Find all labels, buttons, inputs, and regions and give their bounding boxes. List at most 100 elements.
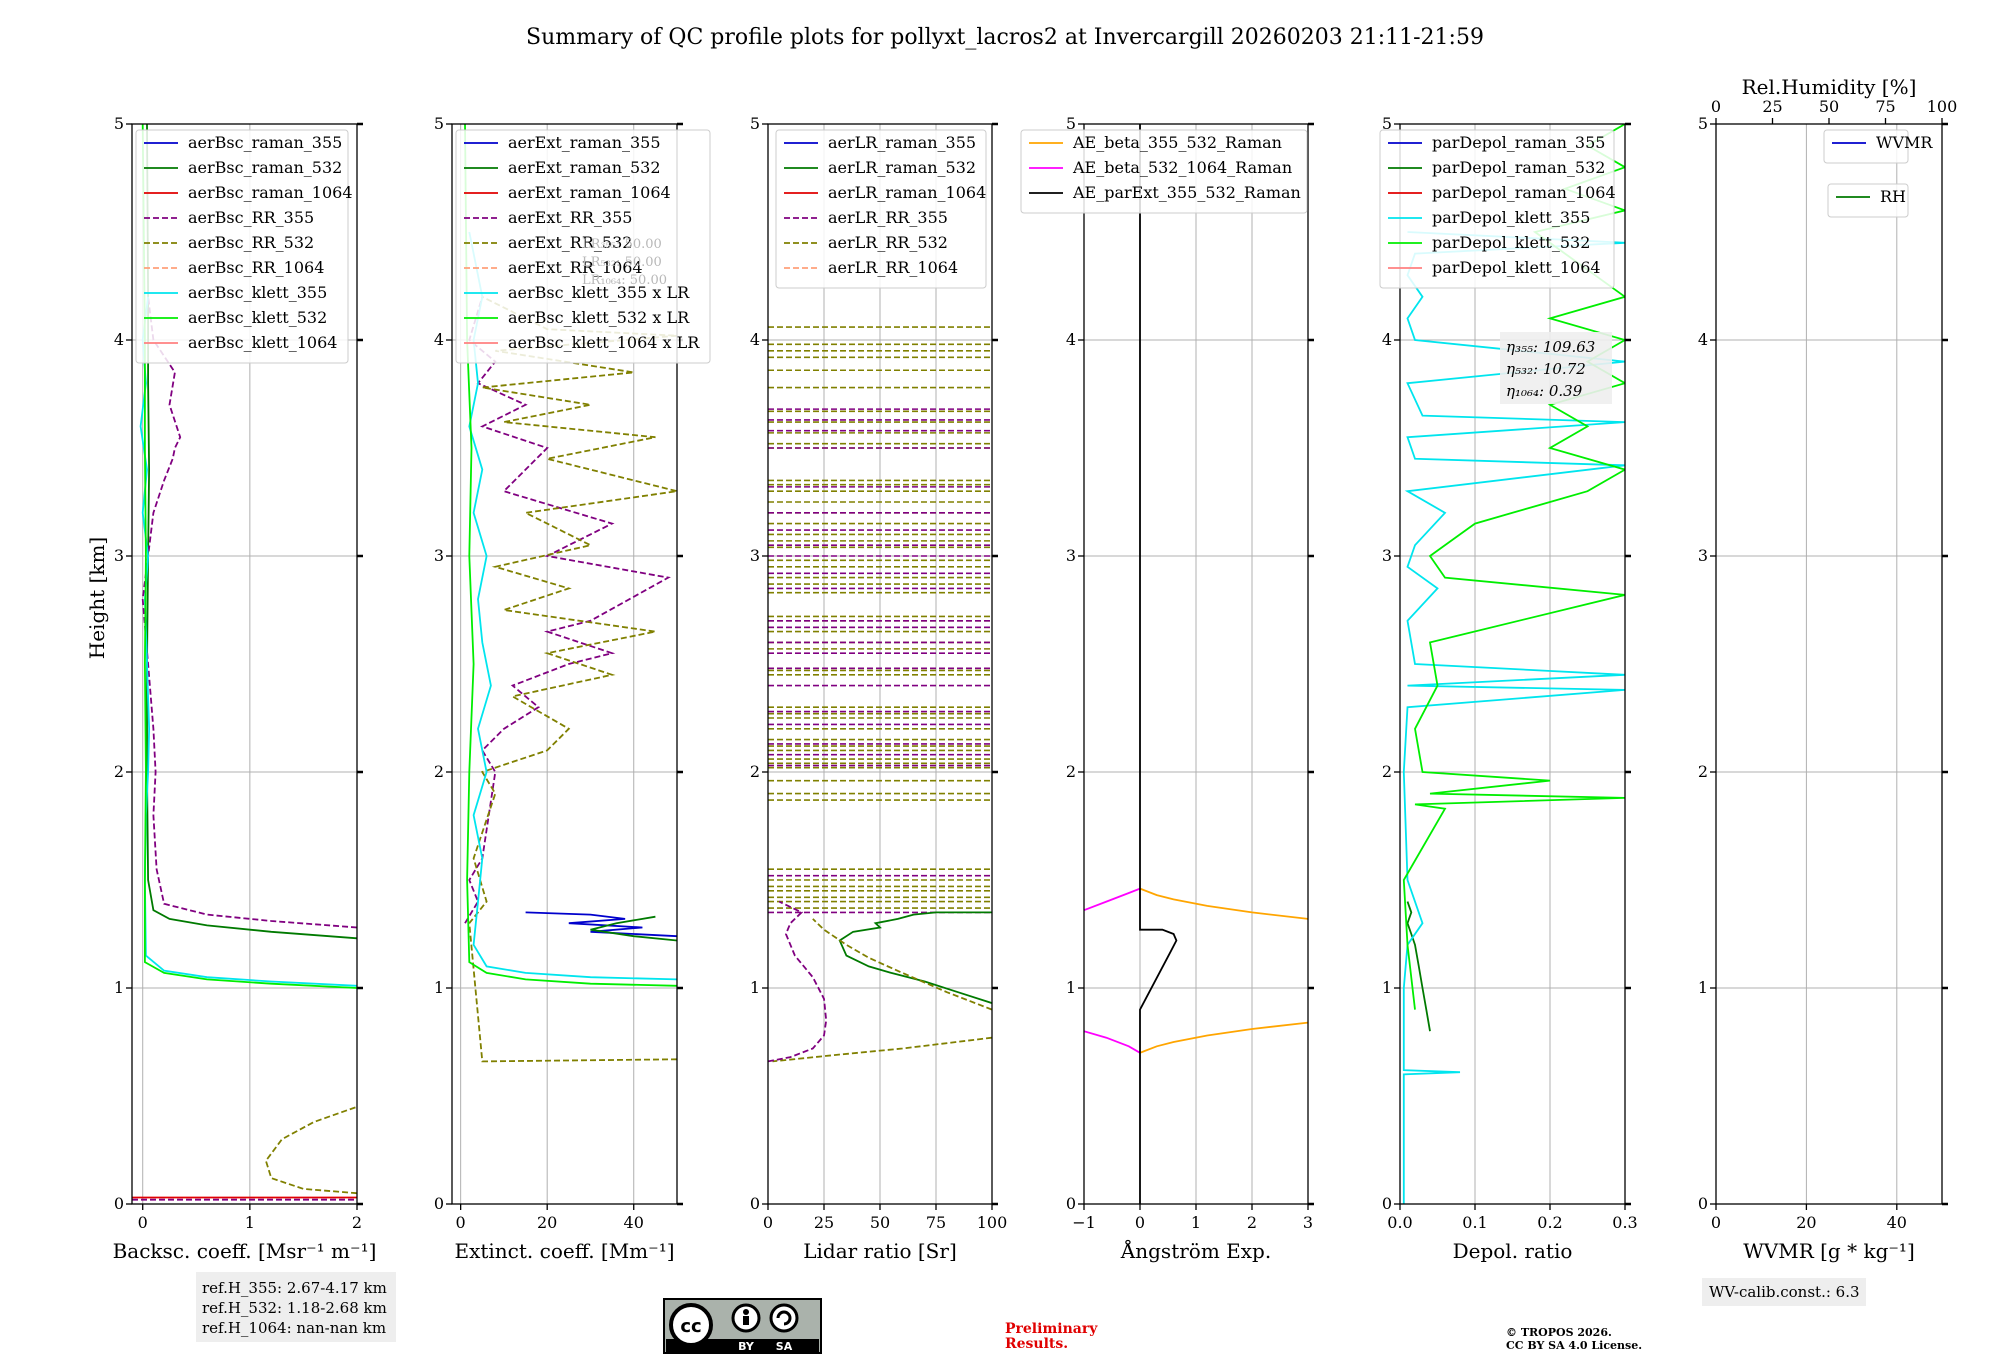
sa-icon <box>769 1303 799 1333</box>
series-line <box>264 1105 357 1195</box>
x-tick-label: 20 <box>1796 1213 1816 1232</box>
y-tick-label: 5 <box>750 114 760 133</box>
eta-box <box>1500 332 1612 404</box>
x-tick-label: 0.2 <box>1537 1213 1562 1232</box>
eta-annotation: η₃₅₅: 109.63 <box>1506 338 1595 356</box>
series-line <box>464 296 671 924</box>
y-tick-label: 5 <box>434 114 444 133</box>
y-tick-label: 1 <box>114 978 124 997</box>
series-line <box>141 124 357 989</box>
legend-label: aerExt_raman_532 <box>508 158 661 177</box>
y-tick-label: 4 <box>1698 330 1708 349</box>
legend-box <box>135 129 349 364</box>
x-tick-label: 1 <box>1191 1213 1201 1232</box>
legend-label: AE_beta_355_532_Raman <box>1072 133 1282 152</box>
legend-label: parDepol_raman_355 <box>1432 133 1605 152</box>
cc-icon <box>669 1303 713 1347</box>
legend-label: aerBsc_RR_1064 <box>188 258 324 277</box>
legend-label: WVMR <box>1876 133 1933 152</box>
legend-label: parDepol_klett_355 <box>1432 208 1590 227</box>
y-tick-label: 0 <box>1066 1194 1076 1213</box>
y-tick-label: 4 <box>434 330 444 349</box>
y-tick-label: 0 <box>434 1194 444 1213</box>
figure-title: Summary of QC profile plots for pollyxt_… <box>526 25 1484 50</box>
x-axis-label: Lidar ratio [Sr] <box>803 1239 957 1263</box>
cc-icon-glyph: cc <box>680 1316 701 1337</box>
lr-annotation: LR₅₃₂: 50.00 <box>582 255 662 270</box>
panel-frame <box>1715 123 1943 1205</box>
series-line <box>468 231 677 981</box>
legend-label: parDepol_raman_1064 <box>1432 183 1616 202</box>
x-axis-label: WVMR [g * kg⁻¹] <box>1743 1239 1915 1263</box>
cc-by-label: BY <box>738 1340 755 1353</box>
legend-box <box>1823 129 1909 164</box>
legend-label: AE_parExt_355_532_Raman <box>1072 183 1301 202</box>
panels: 0 1 2 3 4 5 0 1 2 Backsc. coeff. [Msr⁻¹ m⁻¹] aerBs… <box>113 75 1958 1263</box>
legend-label: aerBsc_RR_532 <box>188 233 314 252</box>
ref-h-1064: ref.H_1064: nan-nan km <box>202 1319 386 1337</box>
series-line <box>1084 1030 1141 1054</box>
x-tick-label: 0 <box>456 1213 466 1232</box>
y-tick-label: 1 <box>434 978 444 997</box>
series-line <box>1139 1021 1308 1054</box>
wv-calib-box: WV-calib.const.: 6.3 <box>1702 1278 1866 1306</box>
y-axis-label: Height [km] <box>85 537 109 659</box>
series-group <box>1084 124 1308 1204</box>
series-line <box>812 918 992 1011</box>
series-group <box>768 326 992 1063</box>
legend-label: aerLR_RR_532 <box>828 233 948 252</box>
legend-label: parDepol_klett_532 <box>1432 233 1590 252</box>
x-tick-label: 0 <box>763 1213 773 1232</box>
y-tick-label: 3 <box>750 546 760 565</box>
y-tick-label: 2 <box>1698 762 1708 781</box>
top-tick-label: 75 <box>1875 97 1895 116</box>
y-tick-label: 5 <box>1066 114 1076 133</box>
wv-calib-bg <box>1702 1278 1866 1306</box>
ref-h-355: ref.H_355: 2.67-4.17 km <box>202 1279 387 1297</box>
series-line <box>590 915 677 942</box>
x-tick-label: 0.0 <box>1387 1213 1412 1232</box>
x-axis-label: Backsc. coeff. [Msr⁻¹ m⁻¹] <box>113 1239 377 1263</box>
legend-box <box>1827 183 1909 218</box>
x-tick-label: 0.3 <box>1612 1213 1637 1232</box>
legend-label: parDepol_raman_532 <box>1432 158 1605 177</box>
x-axis-label: Extinct. coeff. [Mm⁻¹] <box>454 1239 674 1263</box>
series-line <box>1406 901 1431 1032</box>
y-tick-label: 0 <box>114 1194 124 1213</box>
series-line <box>768 900 828 1063</box>
legend-label: aerBsc_raman_355 <box>188 133 342 152</box>
legend-label: aerBsc_klett_355 <box>188 283 327 302</box>
preliminary-line-2: Results. <box>1005 1336 1068 1352</box>
x-tick-label: 0.1 <box>1462 1213 1487 1232</box>
series-line <box>464 124 677 987</box>
x-tick-label: 100 <box>977 1213 1008 1232</box>
legend-box <box>1020 129 1308 214</box>
series-line <box>525 911 677 938</box>
x-tick-label: 0 <box>1711 1213 1721 1232</box>
y-tick-label: 4 <box>750 330 760 349</box>
panel-frame <box>1399 123 1626 1205</box>
top-tick-label: 0 <box>1711 97 1721 116</box>
y-tick-label: 3 <box>434 546 444 565</box>
top-axis-label: Rel.Humidity [%] <box>1742 75 1917 99</box>
legend-label: aerExt_raman_355 <box>508 133 661 152</box>
legend-box <box>455 129 711 364</box>
legend-label: aerBsc_raman_532 <box>188 158 342 177</box>
legend-label: aerExt_RR_532 <box>508 233 632 252</box>
legend-label: aerLR_RR_1064 <box>828 258 958 277</box>
x-tick-label: 2 <box>1247 1213 1257 1232</box>
top-tick-label: 25 <box>1762 97 1782 116</box>
legend-label: aerExt_raman_1064 <box>508 183 671 202</box>
y-tick-label: 4 <box>1382 330 1392 349</box>
x-tick-label: 0 <box>138 1213 148 1232</box>
ref-box-bg <box>196 1272 396 1342</box>
x-axis-label: Depol. ratio <box>1453 1239 1573 1263</box>
series-group <box>132 124 357 1201</box>
eta-annotation: η₁₀₆₄: 0.39 <box>1506 382 1583 400</box>
legend-label: aerBsc_klett_532 x LR <box>508 308 690 327</box>
legend-label: aerBsc_RR_355 <box>188 208 314 227</box>
eta-annotation: η₅₃₂: 10.72 <box>1506 360 1586 378</box>
